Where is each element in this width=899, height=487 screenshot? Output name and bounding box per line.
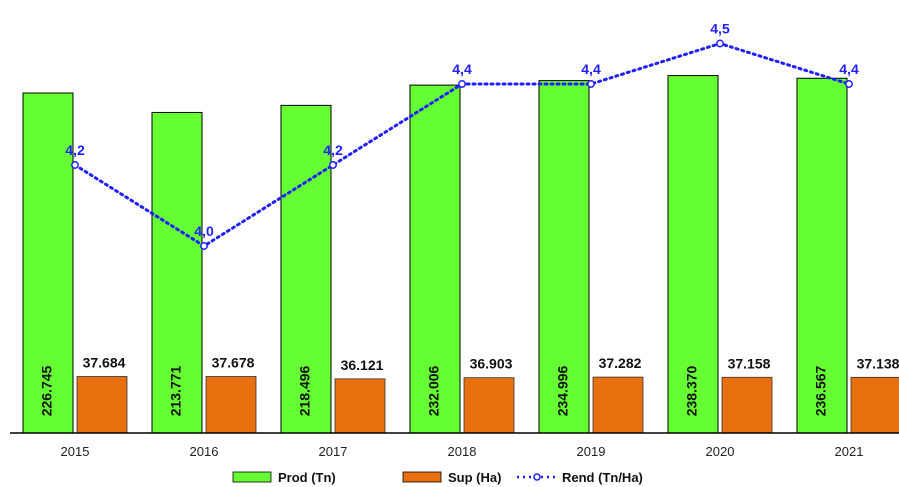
legend-label-2: Rend (Tn/Ha) (562, 470, 643, 485)
rend-value-label-2017: 4,2 (323, 142, 343, 158)
sup-bar-2020 (721, 376, 773, 434)
x-tick-label-2019: 2019 (577, 444, 606, 459)
sup-value-label-2019: 37.282 (599, 355, 642, 371)
rend-point-2019 (587, 80, 595, 88)
prod-bar-2018 (409, 84, 461, 434)
x-tick-label-2021: 2021 (835, 444, 864, 459)
x-tick-labels: 2015 2016 2017 2018 2019 2020 2021 (61, 444, 864, 459)
legend-label-0: Prod (Tn) (278, 470, 336, 485)
sup-value-label-2015: 37.684 (83, 354, 126, 370)
sup-bar-2018 (463, 377, 515, 434)
rend-value-label-2021: 4,4 (839, 61, 859, 77)
prod-value-label-2020: 238.370 (684, 365, 700, 416)
x-tick-label-2020: 2020 (706, 444, 735, 459)
x-tick-label-2017: 2017 (319, 444, 348, 459)
sup-bars: 37.684 37.678 36.121 36.903 37.282 37.158 37.1… (76, 354, 899, 434)
sup-value-label-2017: 36.121 (341, 357, 384, 373)
legend-label-1: Sup (Ha) (448, 470, 501, 485)
rend-point-2017 (329, 161, 337, 169)
rend-line-series: 4,2 4,0 4,2 4,4 4,4 4,5 4,4 (65, 21, 859, 250)
sup-bar-2015 (76, 376, 128, 434)
prod-bar-2015 (22, 92, 74, 434)
legend-swatch-1 (402, 471, 442, 483)
rend-point-2021 (845, 80, 853, 88)
prod-bar-2021 (796, 77, 848, 434)
sup-value-label-2018: 36.903 (470, 356, 513, 372)
prod-value-label-2017: 218.496 (297, 365, 313, 416)
rend-value-label-2020: 4,5 (710, 21, 730, 37)
rend-point-2020 (716, 39, 724, 48)
rend-point-2015 (71, 161, 79, 169)
legend-swatch-marker (533, 473, 541, 481)
x-tick-label-2018: 2018 (448, 444, 477, 459)
x-tick-label-2016: 2016 (190, 444, 219, 459)
prod-value-label-2018: 232.006 (426, 365, 442, 416)
rend-value-label-2016: 4,0 (194, 223, 214, 239)
x-tick-label-2015: 2015 (61, 444, 90, 459)
sup-value-label-2020: 37.158 (728, 355, 771, 371)
legend: Prod (Tn) Sup (Ha) Rend (Tn/Ha) (232, 470, 643, 485)
sup-bar-2019 (592, 376, 644, 434)
prod-value-label-2015: 226.745 (39, 365, 55, 416)
legend-swatch-0 (232, 471, 272, 483)
sup-value-label-2016: 37.678 (212, 355, 255, 371)
prod-bar-2017 (280, 104, 332, 434)
prod-bars: 226.745 213.771 218.496 232.006 234.996 238.3… (22, 75, 848, 434)
rend-value-label-2019: 4,4 (581, 61, 601, 77)
rend-value-label-2018: 4,4 (452, 61, 472, 77)
sup-bar-2016 (205, 376, 257, 434)
rend-point-2016 (200, 242, 208, 250)
prod-bar-2020 (667, 75, 719, 434)
prod-value-label-2021: 236.567 (813, 365, 829, 416)
prod-value-label-2019: 234.996 (555, 365, 571, 416)
prod-value-label-2016: 213.771 (168, 365, 184, 416)
rend-point-2018 (458, 80, 466, 88)
sup-value-label-2021: 37.138 (857, 355, 899, 371)
sup-bar-2021 (850, 376, 899, 434)
sup-bar-2017 (334, 378, 386, 434)
prod-bar-2019 (538, 80, 590, 434)
rend-value-label-2015: 4,2 (65, 142, 85, 158)
